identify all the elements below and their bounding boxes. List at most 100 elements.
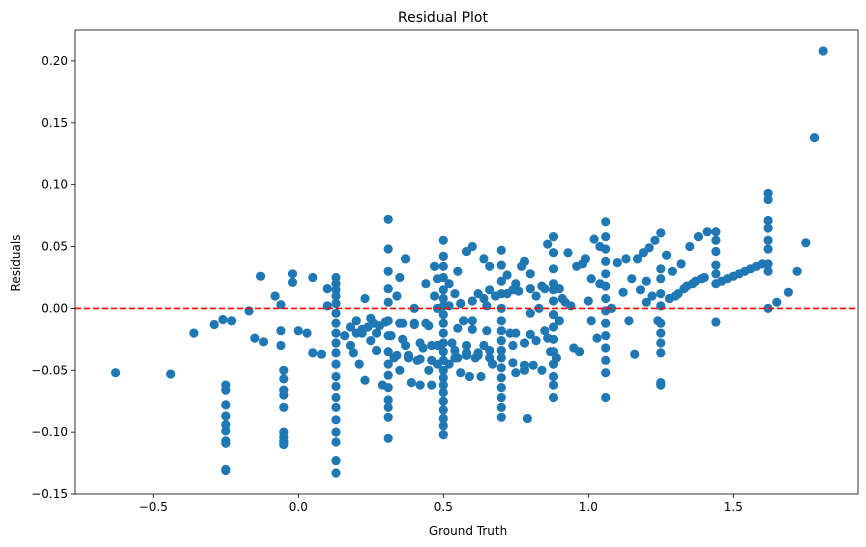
data-point xyxy=(331,318,341,328)
y-axis-ticks: −0.15 −0.10 −0.05 0.00 0.05 0.10 0.15 0.20 xyxy=(31,54,75,501)
data-point xyxy=(525,269,535,279)
data-point xyxy=(345,322,356,332)
data-point xyxy=(496,245,506,255)
data-point xyxy=(340,331,350,341)
data-point xyxy=(511,368,521,378)
data-point xyxy=(650,235,660,245)
data-point xyxy=(348,348,358,358)
y-tick-label: 0.20 xyxy=(41,54,68,68)
data-point xyxy=(496,276,506,286)
data-point xyxy=(601,269,611,279)
data-point xyxy=(461,340,472,351)
data-point xyxy=(601,331,611,341)
data-point xyxy=(438,421,448,431)
data-point xyxy=(601,318,611,328)
data-point xyxy=(166,369,176,379)
data-point xyxy=(453,323,463,333)
data-point xyxy=(763,235,773,245)
data-point xyxy=(427,355,437,365)
data-point xyxy=(624,316,634,326)
data-point xyxy=(279,365,289,375)
data-point xyxy=(287,277,298,287)
data-point xyxy=(450,345,460,356)
data-point xyxy=(662,250,672,260)
data-point xyxy=(331,338,341,348)
data-point xyxy=(554,316,564,326)
chart-title: Residual Plot xyxy=(398,10,488,26)
data-point xyxy=(438,293,448,304)
data-point xyxy=(496,316,506,326)
data-point xyxy=(351,316,361,326)
data-point xyxy=(461,350,472,360)
data-point xyxy=(531,291,541,301)
data-point xyxy=(473,348,483,358)
data-point xyxy=(366,313,376,323)
data-point xyxy=(430,291,440,301)
data-point xyxy=(392,350,402,360)
data-point xyxy=(221,400,231,410)
data-point xyxy=(383,297,393,307)
data-point xyxy=(438,285,448,295)
data-point xyxy=(331,381,341,391)
x-tick-label: 1.0 xyxy=(579,500,598,514)
data-point xyxy=(395,318,405,328)
data-point xyxy=(308,272,318,283)
data-point xyxy=(508,340,518,351)
data-point xyxy=(427,340,437,351)
data-point xyxy=(485,345,495,356)
data-point xyxy=(438,430,448,440)
data-point xyxy=(279,390,289,400)
data-point xyxy=(676,259,686,269)
data-point xyxy=(528,360,538,370)
data-point xyxy=(711,260,721,270)
data-point xyxy=(456,368,466,378)
data-point xyxy=(711,235,721,245)
data-point xyxy=(415,354,425,364)
data-point xyxy=(438,387,448,398)
data-point xyxy=(496,402,506,412)
data-point xyxy=(496,353,506,363)
data-point xyxy=(711,269,721,279)
data-point xyxy=(647,291,657,301)
data-point xyxy=(496,383,506,393)
x-axis-ticks: −0.5 0.0 0.5 1.0 1.5 xyxy=(139,494,743,514)
data-point xyxy=(221,438,231,448)
data-point xyxy=(601,244,611,254)
data-point xyxy=(485,261,495,271)
data-point xyxy=(548,264,559,274)
data-point xyxy=(702,227,712,237)
data-point xyxy=(227,316,237,326)
data-point xyxy=(331,392,341,403)
data-point xyxy=(287,269,298,279)
data-point xyxy=(270,291,280,301)
plot-area-frame xyxy=(74,29,859,495)
data-point xyxy=(763,259,773,269)
data-point xyxy=(453,266,463,276)
data-point xyxy=(383,433,393,443)
data-point xyxy=(331,427,341,437)
data-point xyxy=(331,415,341,425)
data-point xyxy=(308,348,318,358)
data-point xyxy=(360,293,370,304)
data-point xyxy=(563,248,573,258)
data-point xyxy=(548,248,559,258)
data-point xyxy=(438,235,448,245)
data-point xyxy=(438,261,448,271)
data-point xyxy=(519,256,530,266)
data-point xyxy=(331,291,341,301)
y-tick-label: 0.00 xyxy=(41,301,68,315)
data-point xyxy=(459,316,469,326)
data-point xyxy=(438,413,448,424)
data-point xyxy=(331,308,341,318)
data-point xyxy=(403,353,414,363)
data-point xyxy=(641,276,651,286)
data-point xyxy=(525,329,535,339)
data-point xyxy=(772,297,782,307)
data-point xyxy=(633,254,643,264)
y-tick-label: 0.10 xyxy=(41,178,68,192)
data-point xyxy=(548,296,559,306)
data-point xyxy=(421,279,431,289)
data-point xyxy=(398,334,408,344)
data-point xyxy=(438,310,448,320)
data-point xyxy=(383,383,393,393)
